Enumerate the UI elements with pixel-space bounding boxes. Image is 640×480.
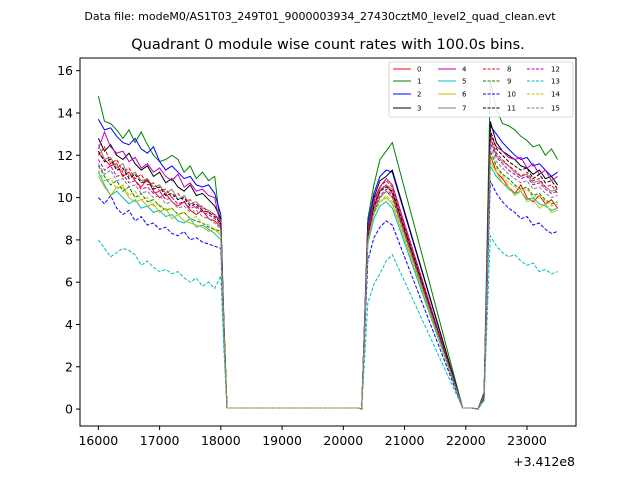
x-axis: 16000 17000 18000 19000 20000 21000 22000 23000	[78, 426, 547, 448]
legend-label-3: 3	[417, 105, 421, 113]
legend-label-8: 8	[507, 66, 511, 74]
x-tick-label: 16000	[78, 433, 118, 448]
y-tick-label: 6	[65, 275, 73, 290]
legend-label-10: 10	[507, 91, 516, 99]
figure-suptitle: Data file: modeM0/AS1T03_249T01_90000039…	[84, 10, 556, 23]
legend-label-5: 5	[462, 78, 466, 86]
legend-label-1: 1	[417, 78, 421, 86]
legend-box	[388, 61, 574, 118]
series-lines	[97, 81, 559, 410]
legend-label-4: 4	[462, 66, 467, 74]
x-tick-label: 23000	[507, 433, 547, 448]
y-tick-label: 14	[57, 105, 73, 120]
series-line-13	[97, 233, 558, 410]
series-line-15	[97, 146, 558, 410]
y-tick-label: 12	[57, 148, 73, 163]
series-line-14	[97, 155, 558, 410]
legend-label-14: 14	[551, 91, 560, 99]
x-tick-label: 20000	[323, 433, 363, 448]
legend-label-13: 13	[551, 78, 560, 86]
y-tick-label: 2	[65, 359, 73, 374]
plot-frame	[79, 57, 577, 427]
legend-label-9: 9	[507, 78, 511, 86]
legend-label-6: 6	[462, 91, 467, 99]
legend-label-0: 0	[417, 66, 421, 74]
y-tick-label: 4	[65, 317, 73, 332]
legend-label-15: 15	[551, 105, 560, 113]
y-tick-label: 10	[57, 190, 73, 205]
chart-title: Quadrant 0 module wise count rates with …	[131, 37, 525, 53]
legend-label-2: 2	[417, 91, 421, 99]
legend-label-12: 12	[551, 66, 560, 74]
x-tick-label: 21000	[385, 433, 425, 448]
legend-label-11: 11	[507, 105, 516, 113]
x-tick-label: 17000	[140, 433, 180, 448]
y-tick-label: 0	[65, 402, 73, 417]
x-tick-label: 18000	[201, 433, 241, 448]
x-tick-label: 19000	[262, 433, 302, 448]
legend-label-7: 7	[462, 105, 466, 113]
y-tick-label: 8	[65, 232, 73, 247]
y-tick-label: 16	[57, 63, 73, 78]
x-offset-label: +3.412e8	[513, 454, 575, 469]
y-axis: 0 2 4 6 8 10 12 14 16	[57, 63, 80, 417]
x-tick-label: 22000	[446, 433, 486, 448]
